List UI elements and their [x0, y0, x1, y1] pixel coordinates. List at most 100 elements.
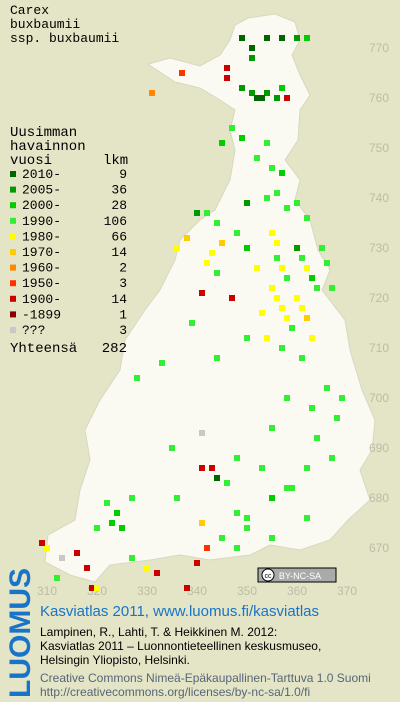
occurrence-square	[199, 290, 205, 296]
occurrence-square	[279, 265, 285, 271]
occurrence-square	[304, 265, 310, 271]
luomus-logo: LUOMUS	[4, 568, 37, 698]
occurrence-square	[284, 395, 290, 401]
occurrence-square	[269, 285, 275, 291]
occurrence-square	[244, 515, 250, 521]
easting-label: 370	[337, 584, 357, 598]
citation-line: Helsingin Yliopisto, Helsinki.	[40, 653, 190, 667]
occurrence-square	[279, 35, 285, 41]
occurrence-square	[254, 95, 260, 101]
legend-swatch	[10, 217, 16, 224]
legend-count: 14	[111, 245, 127, 260]
legend-count: 1	[119, 307, 127, 322]
occurrence-square	[249, 55, 255, 61]
occurrence-square	[279, 305, 285, 311]
occurrence-square	[134, 375, 140, 381]
northing-label: 740	[369, 191, 389, 205]
occurrence-square	[194, 560, 200, 566]
legend-count: 28	[111, 198, 127, 213]
occurrence-square	[179, 70, 185, 76]
occurrence-square	[214, 475, 220, 481]
occurrence-square	[284, 275, 290, 281]
license-line: http://creativecommons.org/licenses/by-n…	[40, 685, 310, 699]
occurrence-square	[269, 495, 275, 501]
occurrence-square	[114, 510, 120, 516]
legend-label: -1899	[22, 307, 61, 322]
occurrence-square	[219, 240, 225, 246]
occurrence-square	[199, 465, 205, 471]
occurrence-map: 3103203303403503603707707607507407307207…	[37, 35, 389, 598]
license-line: Creative Commons Nimeä-Epäkaupallinen-Ta…	[40, 671, 371, 685]
occurrence-square	[239, 85, 245, 91]
occurrence-square	[74, 550, 80, 556]
occurrence-square	[294, 35, 300, 41]
cc-symbol: cc	[265, 573, 273, 580]
citation-line: Lampinen, R., Lahti, T. & Heikkinen M. 2…	[40, 625, 277, 639]
occurrence-square	[239, 135, 245, 141]
legend-count: 66	[111, 229, 127, 244]
occurrence-square	[199, 520, 205, 526]
occurrence-square	[259, 95, 265, 101]
northing-label: 760	[369, 91, 389, 105]
legend-count: 3	[119, 276, 127, 291]
easting-label: 330	[137, 584, 157, 598]
occurrence-square	[244, 200, 250, 206]
legend-swatch	[10, 171, 16, 177]
occurrence-square	[244, 245, 250, 251]
northing-label: 680	[369, 491, 389, 505]
occurrence-square	[229, 125, 235, 131]
occurrence-square	[289, 485, 295, 491]
occurrence-square	[109, 520, 115, 526]
cc-badge: cc BY-NC-SA	[257, 567, 337, 583]
occurrence-square	[329, 285, 335, 291]
legend-label: 2010-	[22, 167, 61, 182]
occurrence-square	[264, 195, 270, 201]
occurrence-square	[284, 485, 290, 491]
occurrence-square	[334, 415, 340, 421]
occurrence-square	[159, 360, 165, 366]
occurrence-square	[119, 525, 125, 531]
legend-swatch	[10, 295, 16, 302]
legend-count: 3	[119, 323, 127, 338]
occurrence-square	[44, 545, 50, 551]
occurrence-square	[284, 205, 290, 211]
occurrence-square	[209, 465, 215, 471]
occurrence-square	[284, 315, 290, 321]
occurrence-square	[174, 495, 180, 501]
occurrence-square	[154, 570, 160, 576]
occurrence-square	[59, 555, 65, 561]
occurrence-square	[314, 285, 320, 291]
occurrence-square	[269, 230, 275, 236]
finland-outline	[44, 13, 376, 583]
occurrence-square	[224, 480, 230, 486]
occurrence-square	[284, 95, 290, 101]
occurrence-square	[304, 315, 310, 321]
legend-swatch	[10, 233, 16, 240]
legend-swatch	[10, 186, 16, 193]
occurrence-square	[254, 155, 260, 161]
occurrence-square	[129, 555, 135, 561]
legend-label: ???	[22, 323, 45, 338]
occurrence-square	[224, 65, 230, 71]
title-line: Carex	[10, 3, 49, 18]
occurrence-square	[184, 585, 190, 591]
headline: Kasviatlas 2011, www.luomus.fi/kasviatla…	[40, 603, 319, 620]
occurrence-square	[219, 535, 225, 541]
legend-label: 1980-	[22, 229, 61, 244]
occurrence-square	[169, 445, 175, 451]
legend-label: 1970-	[22, 245, 61, 260]
legend-label: 1990-	[22, 214, 61, 229]
occurrence-square	[294, 245, 300, 251]
legend-label: 1960-	[22, 261, 61, 276]
legend-count: 14	[111, 292, 127, 307]
occurrence-square	[269, 535, 275, 541]
occurrence-square	[94, 525, 100, 531]
occurrence-square	[144, 565, 150, 571]
occurrence-square	[94, 585, 100, 591]
northing-label: 670	[369, 541, 389, 555]
footer: Lampinen, R., Lahti, T. & Heikkinen M. 2…	[40, 625, 371, 699]
occurrence-square	[149, 90, 155, 96]
